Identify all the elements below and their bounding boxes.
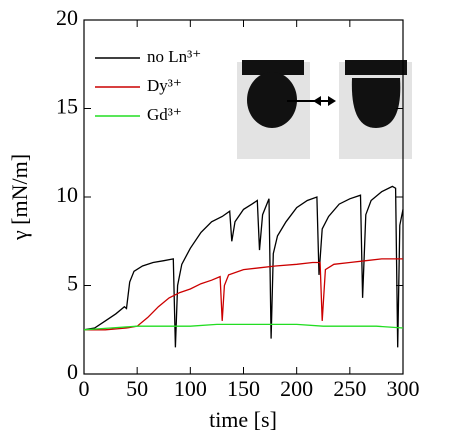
- x-tick-label: 0: [79, 376, 90, 401]
- legend-label: Gd³⁺: [147, 105, 182, 124]
- x-tick-label: 150: [227, 376, 260, 401]
- x-tick-label: 300: [387, 376, 420, 401]
- y-tick-label: 10: [56, 182, 78, 207]
- data-line: [84, 258, 403, 331]
- inset-image: [237, 60, 412, 159]
- x-tick-label: 50: [126, 376, 148, 401]
- data-line: [83, 185, 404, 348]
- x-tick-label: 100: [174, 376, 207, 401]
- y-tick-label: 20: [56, 5, 78, 30]
- y-axis-label: γ [mN/m]: [7, 154, 32, 241]
- y-tick-label: 5: [67, 271, 78, 296]
- y-tick-label: 15: [56, 94, 78, 119]
- x-tick-label: 200: [280, 376, 313, 401]
- y-tick-label: 0: [67, 359, 78, 384]
- legend-label: no Ln³⁺: [147, 47, 201, 66]
- x-axis-label: time [s]: [209, 407, 277, 432]
- legend-label: Dy³⁺: [147, 76, 182, 95]
- data-line: [83, 323, 404, 331]
- x-tick-label: 250: [333, 376, 366, 401]
